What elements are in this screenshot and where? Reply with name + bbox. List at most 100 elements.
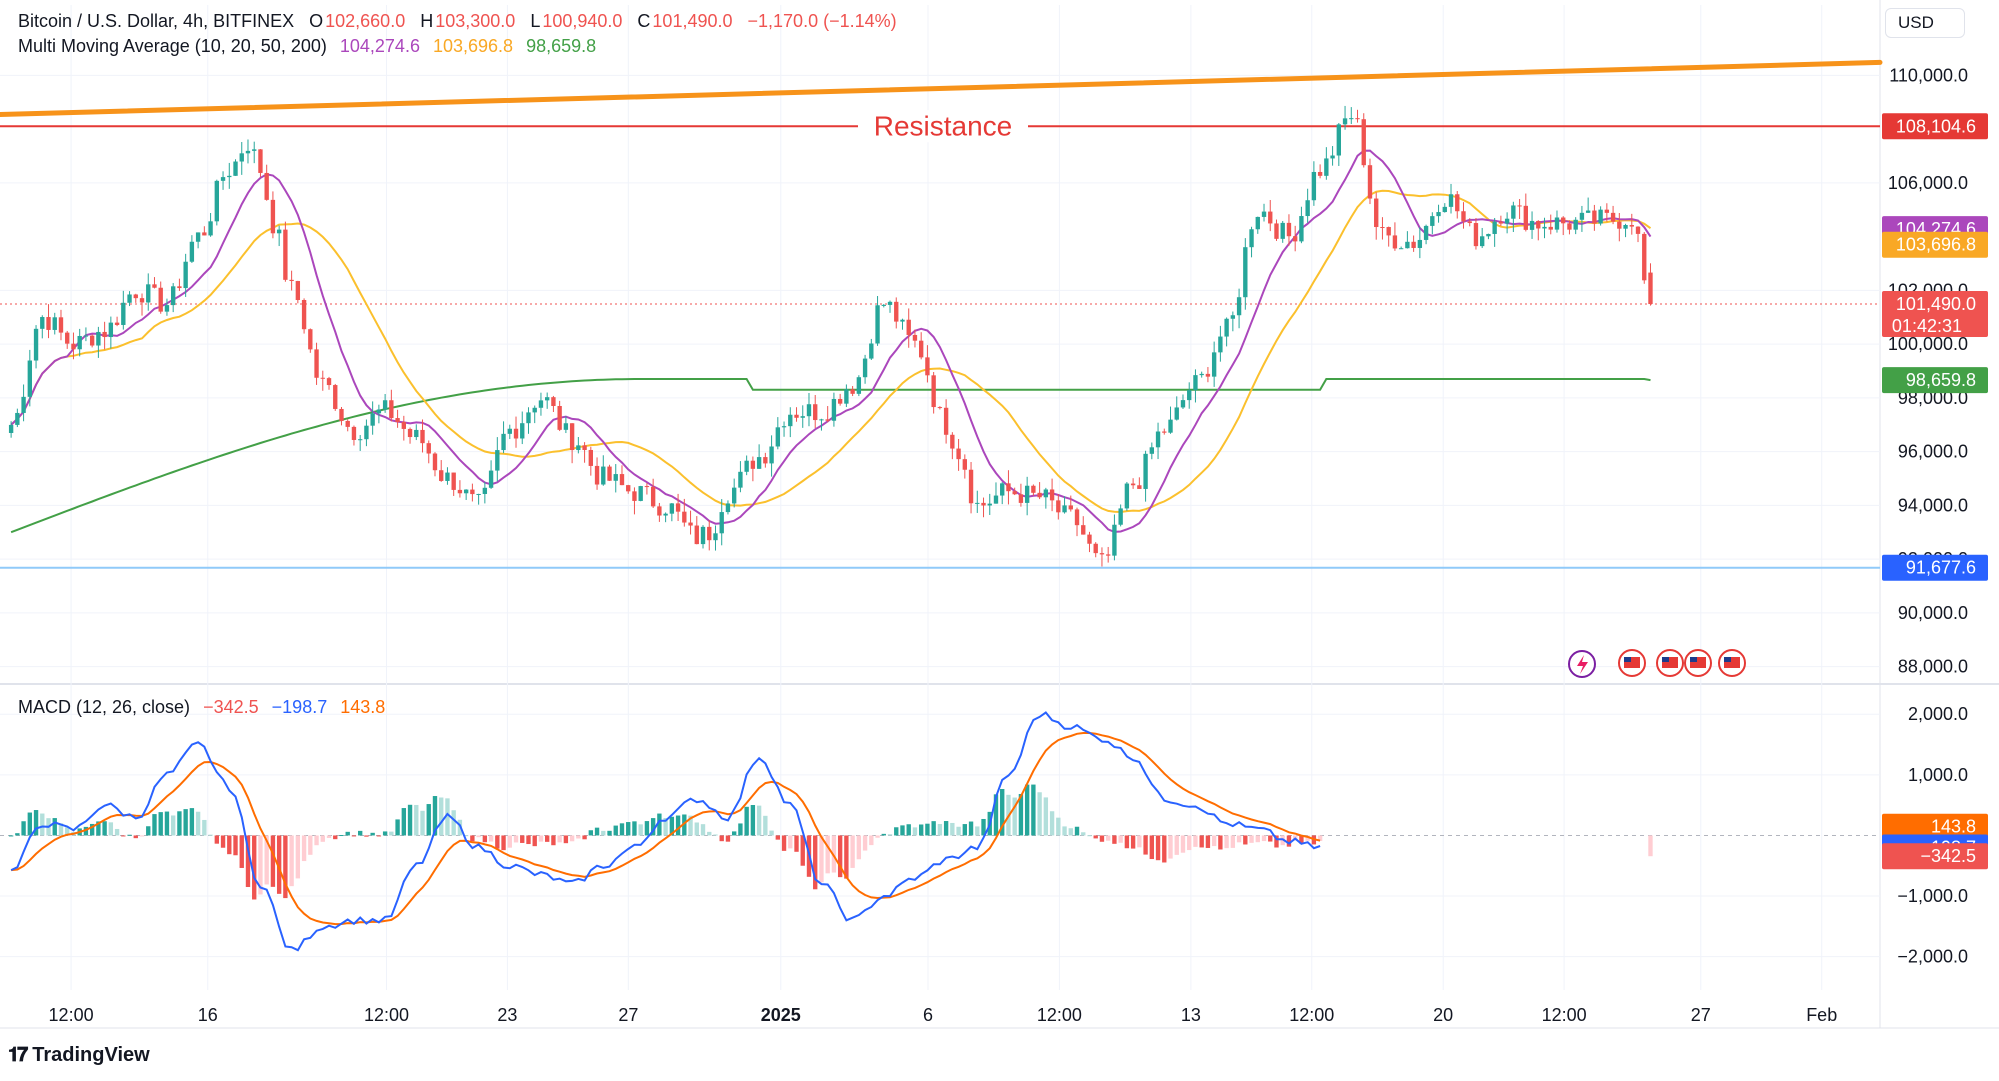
us-flag-canton <box>1662 657 1669 662</box>
macd-histogram-bar <box>264 835 269 885</box>
macd-histogram-bar <box>358 830 363 836</box>
macd-price-tag-label: 143.8 <box>1931 817 1976 837</box>
open-label: O <box>309 11 324 31</box>
candle-body <box>252 149 257 151</box>
macd-signal-line <box>11 732 1321 926</box>
currency-button[interactable]: USD <box>1885 8 1965 38</box>
candle-body <box>875 305 880 344</box>
macd-histogram-bar <box>1056 817 1061 836</box>
macd-histogram-bar <box>1224 835 1229 849</box>
macd-histogram-bar <box>270 835 276 887</box>
macd-histogram-bar <box>1648 835 1653 857</box>
y-tick-label: 106,000.0 <box>1888 173 1968 193</box>
candle-body <box>401 422 406 429</box>
macd-y-tick-label: 2,000.0 <box>1908 704 1968 724</box>
candle-body <box>457 489 463 494</box>
macd-histogram-bar <box>376 835 382 837</box>
candle-body <box>1243 247 1248 298</box>
candle-body <box>844 389 849 404</box>
candle-body <box>931 375 936 408</box>
candle-body <box>987 503 992 506</box>
candle-body <box>981 502 986 506</box>
candle-body <box>943 407 949 435</box>
candle-body <box>1205 373 1211 377</box>
macd-histogram-bar <box>1299 835 1304 844</box>
macd-histogram-bar <box>881 833 886 836</box>
macd-histogram-bar <box>825 835 830 874</box>
macd-histogram-bar <box>1174 835 1179 855</box>
candle-body <box>1480 236 1485 247</box>
candle-body <box>1012 491 1017 495</box>
candle-body <box>1342 118 1348 125</box>
candle-body <box>220 177 226 181</box>
macd-histogram-bar <box>164 811 170 836</box>
candle-body <box>869 343 874 359</box>
macd-line-value: −198.7 <box>271 697 328 717</box>
price-tag-label: 103,696.8 <box>1896 235 1976 255</box>
candle-body <box>557 406 562 430</box>
candles-group <box>8 105 1653 567</box>
macd-histogram-bar <box>345 831 350 836</box>
ma10-line <box>10 149 1652 533</box>
candle-body <box>688 522 693 526</box>
candle-body <box>333 385 338 409</box>
macd-histogram-bar <box>869 835 874 846</box>
candle-body <box>389 400 394 419</box>
candle-body <box>1635 226 1641 234</box>
candle-body <box>77 335 82 350</box>
candle-body <box>258 149 263 173</box>
candle-body <box>707 526 712 541</box>
candle-body <box>588 449 593 466</box>
candle-body <box>663 513 668 516</box>
price-tag <box>1882 291 1988 338</box>
macd-histogram-bar <box>189 808 195 836</box>
candle-body <box>607 466 612 481</box>
macd-histogram-bar <box>669 816 675 836</box>
candle-body <box>800 416 805 418</box>
candle-body <box>1405 241 1410 249</box>
candle-body <box>1180 400 1186 408</box>
brand-footer[interactable]: 𝟏𝟕 TradingView <box>8 1040 150 1070</box>
candle-body <box>1293 236 1298 242</box>
price-tag <box>1882 231 1988 258</box>
macd-histogram-bar <box>981 818 986 836</box>
macd-histogram-bar <box>121 835 126 837</box>
macd-histogram-bar <box>738 823 743 836</box>
macd-histogram-bar <box>227 835 232 855</box>
candle-body <box>432 453 438 471</box>
macd-histogram-bar <box>887 834 893 836</box>
macd-histogram-bar <box>1155 835 1161 861</box>
candle-body <box>744 460 749 472</box>
macd-line <box>10 711 1321 952</box>
macd-histogram-bar <box>108 822 114 836</box>
candle-body <box>750 460 756 469</box>
candle-body <box>1081 525 1086 535</box>
macd-histogram-bar <box>638 824 643 836</box>
candle-body <box>1286 222 1292 237</box>
macd-histogram-bar <box>407 804 413 836</box>
open-value: 102,660.0 <box>325 11 406 31</box>
macd-histogram-bar <box>27 812 32 836</box>
macd-histogram-bar <box>314 835 319 846</box>
candle-body <box>314 349 319 378</box>
candle-body <box>501 433 506 451</box>
us-flag-stripes <box>1662 657 1678 668</box>
macd-histogram-bar <box>1037 792 1042 836</box>
macd-histogram-bar <box>370 832 375 836</box>
candle-body <box>1349 118 1354 120</box>
macd-histogram-bar <box>956 826 961 836</box>
candle-body <box>912 334 918 341</box>
macd-histogram-bar <box>819 835 824 883</box>
candle-body <box>732 487 737 504</box>
macd-histogram-bar <box>276 835 282 894</box>
candle-body <box>1548 226 1553 230</box>
candle-body <box>1255 216 1260 230</box>
macd-name: MACD (12, 26, close) <box>18 697 191 717</box>
macd-y-tick-label: −1,000.0 <box>1897 886 1968 906</box>
candle-body <box>619 474 625 486</box>
macd-histogram-bar <box>962 824 967 836</box>
candle-body <box>563 423 569 430</box>
high-label: H <box>420 11 434 31</box>
